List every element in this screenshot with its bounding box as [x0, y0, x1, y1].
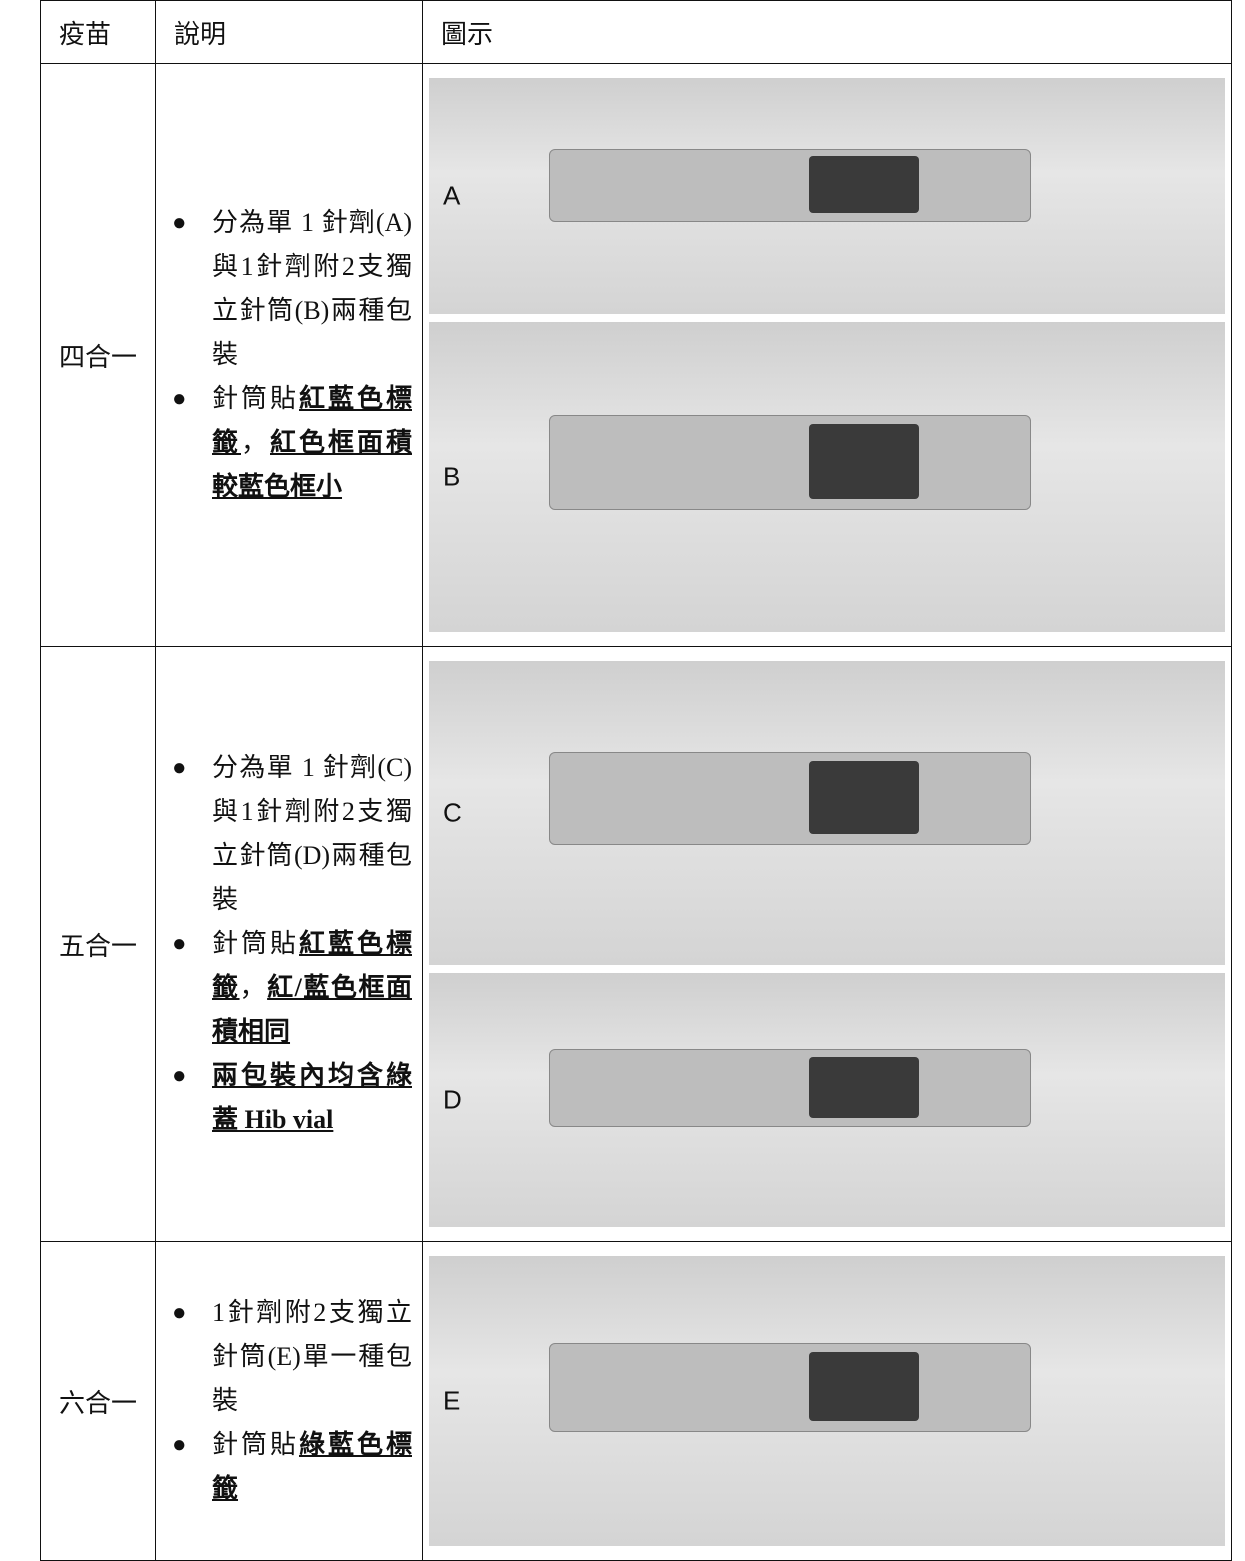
description: 分為單 1 針劑(C)與1針劑附2支獨立針筒(D)兩種包裝針筒貼紅藍色標籤，紅/…: [155, 646, 423, 1242]
header-cell: 疫苗: [40, 0, 156, 64]
vaccine-name: 四合一: [40, 63, 156, 647]
syringe-shape: [549, 415, 1031, 510]
syringe-shape: [549, 1343, 1031, 1432]
text: ，: [241, 428, 270, 457]
label-shape: [809, 424, 919, 499]
underlined-text: 兩包裝內均含綠蓋 Hib vial: [212, 1061, 412, 1134]
text: 針筒貼: [212, 929, 299, 958]
header-cell: 說明: [155, 0, 423, 64]
underlined-text: 紅藍色標籤: [212, 929, 412, 1002]
description: 分為單 1 針劑(A)與1針劑附2支獨立針筒(B)兩種包裝針筒貼紅藍色標籤，紅色…: [155, 63, 423, 647]
bullet-item: 分為單 1 針劑(A)與1針劑附2支獨立針筒(B)兩種包裝: [172, 201, 412, 377]
product-photo: D: [429, 973, 1225, 1227]
table-body: 四合一分為單 1 針劑(A)與1針劑附2支獨立針筒(B)兩種包裝針筒貼紅藍色標籤…: [40, 63, 1232, 1561]
table-head: 疫苗 說明 圖示: [40, 0, 1232, 64]
underlined-text: 紅藍色標籤: [212, 384, 412, 457]
label-shape: [809, 1056, 919, 1118]
syringe-shape: [549, 1049, 1031, 1128]
text: 針筒貼: [212, 1430, 299, 1459]
text: 針筒貼: [212, 384, 299, 413]
bullet-list: 分為單 1 針劑(A)與1針劑附2支獨立針筒(B)兩種包裝針筒貼紅藍色標籤，紅色…: [172, 201, 412, 509]
underlined-text: 綠藍色標籤: [212, 1430, 412, 1503]
label-shape: [809, 155, 919, 213]
image-cell: E: [422, 1241, 1232, 1561]
bullet-item: 分為單 1 針劑(C)與1針劑附2支獨立針筒(D)兩種包裝: [172, 746, 412, 922]
bullet-item: 針筒貼紅藍色標籤，紅/藍色框面積相同: [172, 922, 412, 1054]
product-photo: C: [429, 661, 1225, 965]
label-shape: [809, 761, 919, 835]
syringe-shape: [549, 752, 1031, 846]
bullet-list: 分為單 1 針劑(C)與1針劑附2支獨立針筒(D)兩種包裝針筒貼紅藍色標籤，紅/…: [172, 746, 412, 1142]
syringe-shape: [549, 148, 1031, 222]
table-row: 四合一分為單 1 針劑(A)與1針劑附2支獨立針筒(B)兩種包裝針筒貼紅藍色標籤…: [40, 63, 1232, 647]
underlined-text: 紅色框面積較藍色框小: [212, 428, 412, 501]
label-shape: [809, 1351, 919, 1422]
underlined-text: 紅/藍色框面積相同: [212, 973, 412, 1046]
table-row: 五合一分為單 1 針劑(C)與1針劑附2支獨立針筒(D)兩種包裝針筒貼紅藍色標籤…: [40, 646, 1232, 1242]
bullet-item: 兩包裝內均含綠蓋 Hib vial: [172, 1054, 412, 1142]
bullet-list: 1針劑附2支獨立針筒(E)單一種包裝針筒貼綠藍色標籤: [172, 1291, 412, 1511]
photo-label: B: [443, 461, 461, 492]
description: 1針劑附2支獨立針筒(E)單一種包裝針筒貼綠藍色標籤: [155, 1241, 423, 1561]
bullet-item: 針筒貼紅藍色標籤，紅色框面積較藍色框小: [172, 377, 412, 509]
vaccine-name: 五合一: [40, 646, 156, 1242]
product-photo: E: [429, 1256, 1225, 1546]
bullet-item: 針筒貼綠藍色標籤: [172, 1423, 412, 1511]
text: 1針劑附2支獨立針筒(E)單一種包裝: [212, 1298, 412, 1415]
vaccine-table: 疫苗 說明 圖示 四合一分為單 1 針劑(A)與1針劑附2支獨立針筒(B)兩種包…: [40, 0, 1232, 1561]
photo-label: E: [443, 1385, 461, 1416]
product-photo: A: [429, 78, 1225, 314]
header-cell: 圖示: [422, 0, 1232, 64]
photo-label: D: [443, 1084, 462, 1115]
text: 分為單 1 針劑(A)與1針劑附2支獨立針筒(B)兩種包裝: [212, 208, 412, 369]
bullet-item: 1針劑附2支獨立針筒(E)單一種包裝: [172, 1291, 412, 1423]
vaccine-name: 六合一: [40, 1241, 156, 1561]
text: ，: [239, 973, 268, 1002]
photo-label: C: [443, 797, 462, 828]
text: 分為單 1 針劑(C)與1針劑附2支獨立針筒(D)兩種包裝: [212, 753, 412, 914]
product-photo: B: [429, 322, 1225, 632]
header-row: 疫苗 說明 圖示: [40, 0, 1232, 64]
photo-label: A: [443, 180, 461, 211]
table-row: 六合一1針劑附2支獨立針筒(E)單一種包裝針筒貼綠藍色標籤E: [40, 1241, 1232, 1561]
